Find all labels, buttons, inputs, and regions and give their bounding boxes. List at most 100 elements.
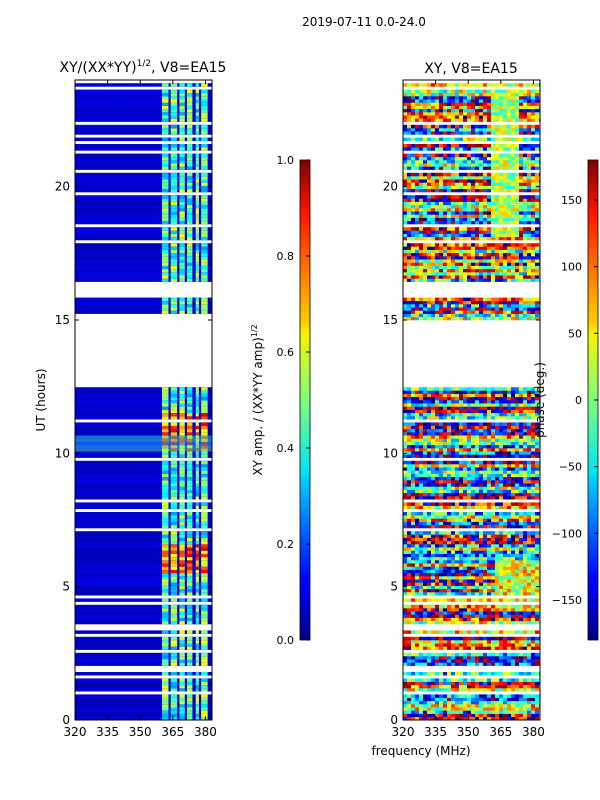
- heatmap-right-cell: [507, 396, 512, 401]
- heatmap-right-cell: [419, 441, 424, 446]
- heatmap-right-cell: [495, 483, 500, 487]
- heatmap-right-cell: [451, 521, 456, 526]
- heatmap-right-cell: [475, 265, 480, 270]
- heatmap-left-rfi-cell: [195, 172, 199, 177]
- heatmap-right-cell: [415, 512, 420, 516]
- heatmap-right-cell: [419, 588, 424, 593]
- heatmap-right-cell: [511, 620, 516, 625]
- panel-left-title-suffix: , V8=EA15: [151, 60, 226, 76]
- heatmap-right-cell: [403, 505, 408, 510]
- heatmap-right-cell: [531, 540, 536, 545]
- heatmap-right-cell: [439, 579, 444, 583]
- heatmap-right-cell: [419, 246, 424, 250]
- heatmap-right-cell: [515, 435, 520, 439]
- heatmap-right-cell: [515, 300, 520, 305]
- heatmap-left-rfi-cell: [170, 470, 178, 474]
- heatmap-right-cell: [495, 672, 500, 676]
- heatmap-right-cell: [511, 640, 516, 644]
- heatmap-right-cell: [447, 672, 452, 676]
- heatmap-right-cell: [439, 515, 444, 519]
- heatmap-right-cell: [531, 390, 536, 394]
- heatmap-left-rfi-cell: [186, 652, 193, 657]
- heatmap-left-rfi-cell: [186, 598, 193, 602]
- heatmap-right-cell: [403, 428, 408, 433]
- heatmap-right-cell: [435, 259, 440, 263]
- heatmap-right-cell: [531, 659, 536, 663]
- heatmap-right-cell: [411, 492, 416, 497]
- heatmap-right-cell: [411, 566, 416, 570]
- heatmap-right-cell: [491, 278, 496, 282]
- heatmap-right-cell: [495, 470, 500, 474]
- heatmap-left-row: [75, 137, 212, 142]
- heatmap-right-cell: [431, 448, 436, 452]
- heatmap-right-cell: [479, 432, 484, 436]
- heatmap-right-cell: [499, 441, 504, 446]
- heatmap-left-rfi-cell: [201, 617, 208, 622]
- heatmap-left-rfi-cell: [186, 502, 193, 506]
- heatmap-right-cell: [403, 710, 408, 714]
- heatmap-right-cell: [527, 608, 532, 612]
- heatmap-right-cell: [471, 697, 476, 702]
- heatmap-left-rfi-cell: [201, 441, 208, 446]
- heatmap-right-cell: [431, 598, 436, 602]
- heatmap-right-cell: [447, 256, 452, 260]
- heatmap-right-cell: [427, 515, 432, 519]
- heatmap-right-cell: [499, 521, 504, 526]
- heatmap-left-row: [75, 560, 212, 564]
- heatmap-right-cell: [451, 704, 456, 708]
- heatmap-right-cell: [467, 473, 472, 478]
- heatmap-left-rfi-cell: [201, 310, 208, 314]
- heatmap-right-cell: [499, 476, 504, 481]
- heatmap-right-cell: [407, 652, 412, 657]
- heatmap-right-cell: [475, 588, 480, 593]
- heatmap-right-cell: [503, 678, 508, 682]
- heatmap-right-cell: [435, 448, 440, 452]
- heatmap-right-cell: [407, 537, 412, 542]
- heatmap-left-rfi-cell: [201, 160, 208, 164]
- heatmap-right-cell: [411, 537, 416, 542]
- heatmap-right-cell: [435, 473, 440, 478]
- heatmap-right-cell: [479, 576, 484, 580]
- heatmap-right-cell: [535, 432, 540, 436]
- heatmap-right-cell: [455, 617, 460, 622]
- heatmap-right-cell: [431, 588, 436, 593]
- heatmap-right-cell: [459, 537, 464, 542]
- heatmap-right-cell: [511, 307, 516, 311]
- heatmap-right-cell: [523, 604, 528, 609]
- heatmap-right-cell: [467, 659, 472, 663]
- heatmap-right-cell: [475, 515, 480, 519]
- xtick-label: 350: [129, 725, 152, 739]
- heatmap-right-cell: [519, 544, 524, 548]
- heatmap-left-rfi-cell: [170, 416, 178, 420]
- heatmap-right-cell: [403, 473, 408, 478]
- heatmap-right-cell: [491, 422, 496, 426]
- heatmap-right-cell: [463, 243, 468, 247]
- heatmap-right-cell: [435, 604, 440, 609]
- heatmap-right-cell: [519, 393, 524, 398]
- heatmap-right-cell: [527, 576, 532, 580]
- heatmap-left-rfi-cell: [179, 585, 185, 590]
- heatmap-right-cell: [403, 688, 408, 692]
- heatmap-right-cell: [463, 569, 468, 574]
- heatmap-left-rfi-cell: [170, 496, 178, 500]
- heatmap-right-cell: [487, 604, 492, 609]
- heatmap-right-cell: [511, 614, 516, 618]
- heatmap-right-cell: [467, 521, 472, 526]
- heatmap-left-rfi-cell: [161, 156, 169, 161]
- heatmap-right-cell: [435, 316, 440, 321]
- heatmap-right-cell: [503, 425, 508, 430]
- heatmap-right-cell: [531, 684, 536, 689]
- heatmap-right-cell: [419, 598, 424, 602]
- heatmap-left-rfi-cell: [201, 483, 208, 487]
- heatmap-right-cell: [495, 233, 500, 238]
- heatmap-right-cell: [515, 656, 520, 660]
- heatmap-right-cell: [507, 249, 512, 254]
- heatmap-right-cell: [487, 438, 492, 442]
- heatmap-right-cell: [467, 428, 472, 433]
- heatmap-right-cell: [519, 547, 524, 551]
- heatmap-left-rfi-cell: [201, 467, 208, 471]
- heatmap-right-cell: [471, 566, 476, 570]
- heatmap-right-cell: [487, 534, 492, 538]
- heatmap-right-cell: [467, 556, 472, 561]
- heatmap-right-cell: [403, 467, 408, 471]
